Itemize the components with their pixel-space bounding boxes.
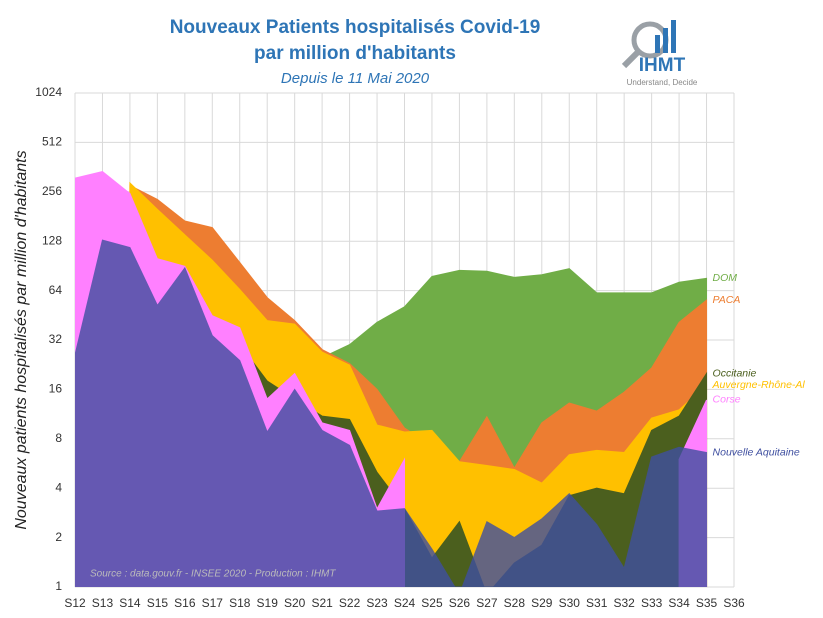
x-tick-label: S13	[92, 596, 114, 610]
x-tick-label: S32	[613, 596, 635, 610]
x-tick-label: S12	[64, 596, 86, 610]
x-tick-label: S35	[696, 596, 718, 610]
x-tick-label: S15	[147, 596, 169, 610]
y-tick-label: 2	[55, 530, 62, 544]
x-tick-label: S16	[174, 596, 196, 610]
x-tick-label: S19	[257, 596, 279, 610]
y-tick-label: 64	[49, 283, 63, 297]
y-tick-label: 1024	[35, 85, 62, 99]
legend-label: Occitanie	[713, 367, 757, 379]
y-tick-label: 256	[42, 184, 62, 198]
x-tick-label: S26	[449, 596, 471, 610]
legend-label: PACA	[713, 294, 741, 306]
x-tick-label: S29	[531, 596, 553, 610]
legend-label: DOM	[713, 272, 738, 284]
x-tick-label: S20	[284, 596, 306, 610]
y-tick-label: 16	[49, 382, 63, 396]
legend-label: Corse	[713, 394, 741, 406]
legend-label: Nouvelle Aquitaine	[713, 446, 800, 458]
x-tick-label: S27	[476, 596, 498, 610]
x-tick-label: S31	[586, 596, 608, 610]
chart-title: Nouveaux Patients hospitalisés Covid-19	[170, 17, 541, 38]
x-tick-label: S17	[202, 596, 224, 610]
area	[75, 239, 708, 587]
logo-name: IHMT	[639, 55, 686, 76]
x-tick-label: S36	[723, 596, 745, 610]
chart-title: par million d'habitants	[254, 43, 456, 64]
logo: IHMT Understand, Decide	[621, 20, 698, 87]
chart-subtitle: Depuis le 11 Mai 2020	[281, 70, 430, 87]
x-tick-label: S25	[421, 596, 443, 610]
x-tick-label: S23	[366, 596, 388, 610]
x-tick-label: S21	[311, 596, 333, 610]
x-tick-label: S33	[641, 596, 663, 610]
x-tick-label: S24	[394, 596, 416, 610]
logo-tagline: Understand, Decide	[627, 78, 698, 87]
y-tick-label: 4	[55, 480, 62, 494]
x-tick-label: S18	[229, 596, 251, 610]
y-tick-label: 512	[42, 135, 62, 149]
x-tick-label: S22	[339, 596, 361, 610]
x-tick-label: S34	[668, 596, 690, 610]
y-axis-label: Nouveaux patients hospitalisés par milli…	[13, 150, 30, 529]
x-tick-label: S14	[119, 596, 141, 610]
y-tick-label: 8	[55, 431, 62, 445]
y-tick-label: 128	[42, 233, 62, 247]
y-tick-label: 1	[55, 579, 62, 593]
x-tick-label: S28	[504, 596, 526, 610]
legend-label: Auvergne-Rhône-Al	[712, 379, 806, 391]
source-note: Source : data.gouv.fr - INSEE 2020 - Pro…	[90, 569, 336, 580]
x-tick-label: S30	[559, 596, 581, 610]
y-tick-label: 32	[49, 332, 63, 346]
